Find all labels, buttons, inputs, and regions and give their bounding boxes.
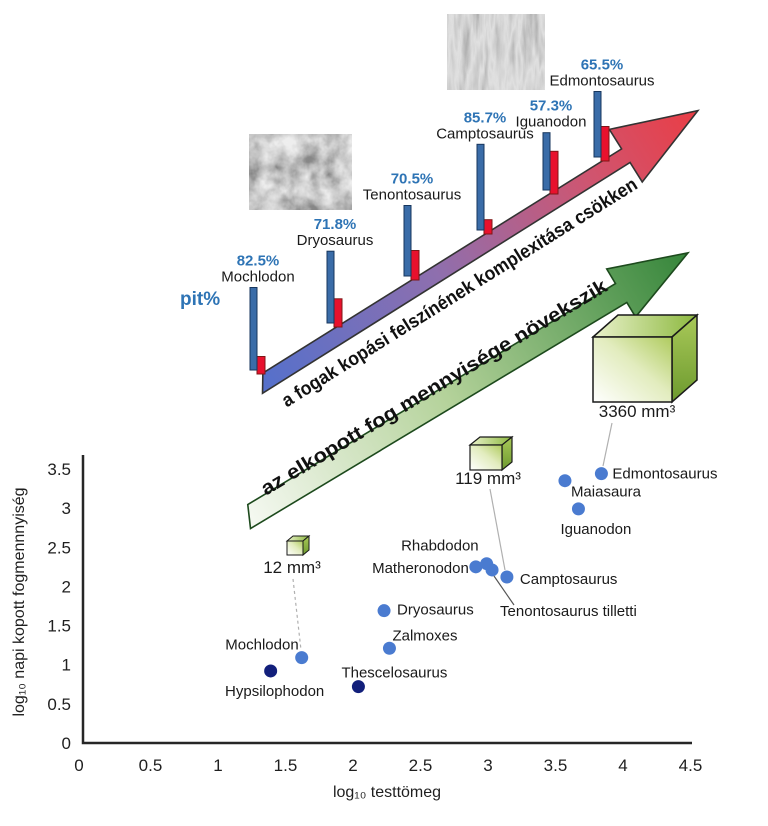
cube-small-front: [286, 540, 304, 556]
microwear-photo-simple-surface: [447, 14, 545, 90]
pit-bar-blue-Dryosaurus: [326, 250, 335, 324]
scatter-label-Edmontosaurus: Edmontosaurus: [612, 466, 717, 483]
green-arrow: [246, 251, 691, 530]
scatter-label-Mochlodon: Mochlodon: [225, 637, 298, 654]
pit-species-label-Tenontosaurus: Tenontosaurus: [363, 187, 461, 204]
x-tick-4.5: 4.5: [679, 756, 703, 775]
y-tick-0: 0: [62, 734, 71, 753]
scatter-points-group: [264, 467, 608, 694]
x-tick-3.5: 3.5: [544, 756, 568, 775]
cube-small-label: 12 mm³: [263, 558, 321, 577]
pit-bar-blue-Camptosaurus: [476, 143, 485, 231]
cube-large-group: 3360 mm³: [591, 313, 699, 421]
cube-medium-group: 119 mm³: [455, 435, 521, 488]
cube-small-group: 12 mm³: [263, 534, 321, 577]
cube-medium-front: [469, 444, 503, 471]
pit-bar-red-Dryosaurus: [333, 298, 343, 328]
pit-species-label-Iguanodon: Iguanodon: [516, 114, 587, 131]
y-axis-title: log₁₀ napi kopott fogmennnyiség: [11, 487, 28, 716]
scatter-point-Thescelosaurus: [351, 680, 365, 694]
y-tick-3: 3: [62, 499, 71, 518]
scatter-label-Tenontosaurus tilletti: Tenontosaurus tilletti: [500, 603, 637, 620]
pit-bar-blue-Edmontosaurus: [593, 91, 602, 158]
scatter-point-Mochlodon: [295, 651, 309, 665]
x-tick-0: 0: [74, 756, 83, 775]
pit-bar-red-Tenontosaurus: [410, 250, 420, 281]
scatter-point-Matheronodon: [469, 560, 483, 574]
microwear-photo-complex-surface: [249, 134, 352, 210]
y-tick-2: 2: [62, 577, 71, 596]
pit-species-label-Mochlodon: Mochlodon: [221, 269, 294, 286]
scatter-point-Maiasaura: [558, 474, 572, 488]
pit-bar-blue-Iguanodon: [542, 132, 551, 191]
pit-species-label-Camptosaurus: Camptosaurus: [436, 125, 534, 142]
pit-pct-label-Mochlodon: 82.5%: [237, 253, 280, 270]
y-tick-1: 1: [62, 656, 71, 675]
pit-pct-label-Edmontosaurus: 65.5%: [581, 57, 624, 74]
axes-lines: [81, 455, 692, 745]
pit-bar-red-Iguanodon: [549, 150, 559, 195]
scatter-labels-group: Hypsilophodon Mochlodon Thescelosaurus Zalm…: [225, 466, 717, 700]
pit-bar-red-Edmontosaurus: [600, 126, 610, 162]
scatter-point-Edmontosaurus: [594, 467, 608, 481]
scatter-point-Camptosaurus: [500, 570, 514, 584]
pit-bar-red-Camptosaurus: [483, 219, 493, 235]
pit-bar-blue-Mochlodon: [249, 287, 258, 371]
x-axis-title: log₁₀ testtömeg: [333, 784, 441, 801]
scatter-point-Iguanodon: [571, 502, 585, 516]
x-tick-3: 3: [483, 756, 492, 775]
y-tick-1.5: 1.5: [47, 617, 71, 636]
y-tick-labels: 0 0.5 1 1.5 2 2.5 3 3.5: [47, 460, 71, 753]
pit-pct-label-Camptosaurus: 85.7%: [464, 109, 507, 126]
pit-species-label-Edmontosaurus: Edmontosaurus: [549, 73, 654, 90]
scatter-label-Iguanodon: Iguanodon: [560, 521, 631, 538]
scatter-label-Matheronodon: Matheronodon: [372, 560, 469, 577]
cube-medium-label: 119 mm³: [455, 469, 521, 488]
pit-pct-label-Iguanodon: 57.3%: [530, 98, 573, 115]
scatter-label-Camptosaurus: Camptosaurus: [520, 571, 618, 588]
x-tick-0.5: 0.5: [139, 756, 163, 775]
pit-bar-red-Mochlodon: [256, 356, 266, 375]
scatter-point-Dryosaurus: [377, 604, 391, 618]
y-tick-3.5: 3.5: [47, 460, 71, 479]
x-tick-4: 4: [618, 756, 627, 775]
scatter-label-Zalmoxes: Zalmoxes: [392, 627, 457, 644]
scatter-point-Zalmoxes: [382, 641, 396, 655]
pit-pct-label-Tenontosaurus: 70.5%: [391, 171, 434, 188]
scatter-label-Hypsilophodon: Hypsilophodon: [225, 683, 324, 700]
y-tick-2.5: 2.5: [47, 538, 71, 557]
scatter-label-Dryosaurus: Dryosaurus: [397, 602, 474, 619]
scatter-point-Hypsilophodon: [264, 664, 278, 678]
pit-bars-group: [249, 91, 610, 375]
x-tick-labels: 0 0.5 1 1.5 2 2.5 3 3.5 4 4.5: [74, 756, 702, 775]
pit-pct-label-Dryosaurus: 71.8%: [314, 216, 357, 233]
connector-3360mm-to-edmontosaurus: [602, 422, 613, 467]
scatter-label-Maiasaura: Maiasaura: [571, 484, 642, 501]
cube-large-label: 3360 mm³: [599, 402, 676, 421]
connector-119mm-to-camptosaurus: [489, 488, 506, 571]
scatter-label-Rhabdodon: Rhabdodon: [401, 538, 479, 555]
pit-percent-caption: pit%: [180, 289, 220, 310]
x-tick-1: 1: [213, 756, 222, 775]
y-tick-0.5: 0.5: [47, 695, 71, 714]
x-tick-2.5: 2.5: [409, 756, 433, 775]
pit-bar-blue-Tenontosaurus: [403, 205, 412, 277]
scatter-label-Thescelosaurus: Thescelosaurus: [341, 665, 447, 682]
x-tick-1.5: 1.5: [274, 756, 298, 775]
red-arrow: [261, 109, 700, 395]
x-tick-2: 2: [348, 756, 357, 775]
scatter-point-Tenontosaurus tilletti: [485, 563, 499, 577]
connector-tenontosaurus-label: [493, 575, 515, 606]
cube-large-front: [592, 336, 673, 403]
pit-bar-labels-group: 82.5%Mochlodon 71.8%Dryosaurus 70.5%Tenont…: [221, 57, 654, 286]
pit-species-label-Dryosaurus: Dryosaurus: [297, 232, 374, 249]
